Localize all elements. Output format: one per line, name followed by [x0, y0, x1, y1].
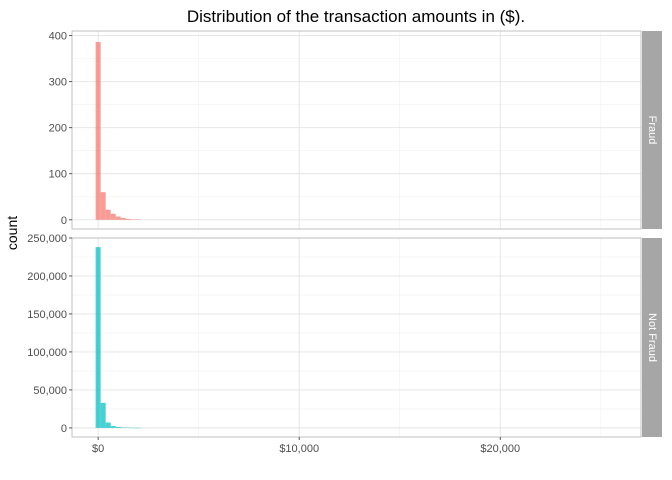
x-axis: $0 $10,000 $20,000: [92, 437, 520, 455]
facet-strip-label: Not Fraud: [646, 313, 658, 362]
histogram-bar: [125, 218, 131, 220]
facet-panel: 0 100 200 300 400 Fraud: [49, 30, 662, 230]
y-axis-title: count: [4, 216, 20, 250]
x-tick-label: $20,000: [480, 443, 520, 455]
histogram-bar: [110, 425, 116, 428]
histogram-bar: [105, 209, 111, 220]
chart-title: Distribution of the transaction amounts …: [187, 7, 525, 26]
histogram-bar: [95, 42, 101, 220]
histogram-bar: [105, 422, 111, 428]
y-tick-label: 0: [61, 215, 67, 227]
panel-border: [71, 237, 642, 438]
histogram-bar: [100, 402, 106, 428]
histogram-bar: [120, 217, 126, 220]
histogram-bar: [95, 247, 101, 428]
facet-panels: 0 100 200 300 400 Fraud 0 50,000 100,000 150,000 2…: [27, 30, 662, 438]
x-tick-label: $10,000: [279, 443, 319, 455]
histogram-bar: [100, 192, 106, 220]
y-tick-label: 400: [49, 31, 67, 43]
y-tick-label: 100: [49, 169, 67, 181]
facet-strip: [642, 238, 662, 437]
x-tick-label: $0: [92, 443, 104, 455]
panel-background: [72, 31, 641, 229]
facet-strip-label: Fraud: [646, 116, 658, 145]
y-tick-label: 200: [49, 123, 67, 135]
y-tick-label: 200,000: [27, 271, 67, 283]
y-tick-label: 50,000: [33, 385, 67, 397]
histogram-bar: [115, 426, 121, 428]
panel-background: [72, 238, 641, 437]
histogram-bar: [115, 216, 121, 220]
y-tick-label: 250,000: [27, 233, 67, 245]
y-tick-label: 100,000: [27, 347, 67, 359]
y-tick-label: 300: [49, 77, 67, 89]
facet-panel: 0 50,000 100,000 150,000 200,000 250,000 Not F…: [27, 233, 662, 438]
histogram-bar: [110, 213, 116, 220]
panel-border: [71, 30, 642, 230]
y-tick-label: 0: [61, 423, 67, 435]
facet-strip: [642, 31, 662, 229]
y-tick-label: 150,000: [27, 309, 67, 321]
